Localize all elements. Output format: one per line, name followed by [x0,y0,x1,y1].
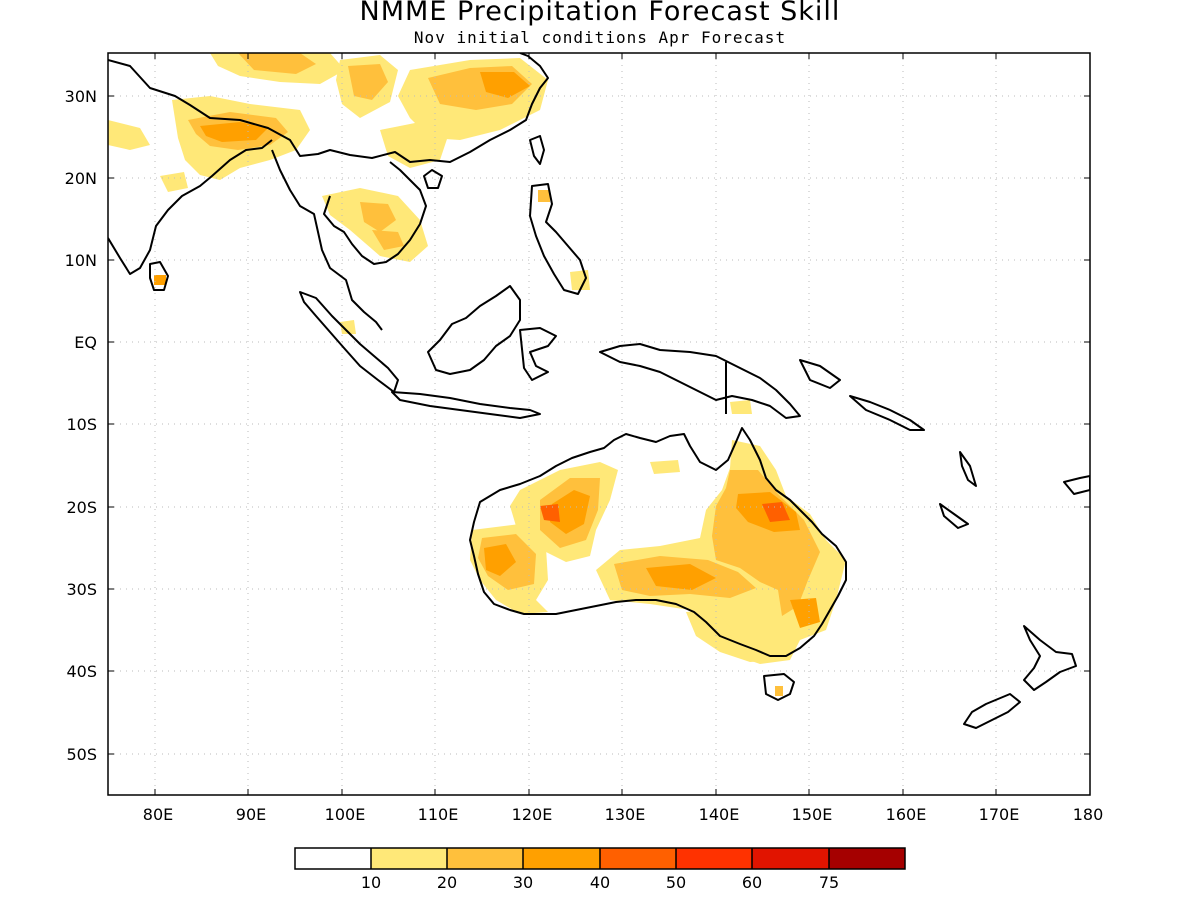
skill-shading [108,53,846,696]
lat-label-30n: 30N [65,87,97,106]
colorbar-swatch-3 [523,848,600,869]
figure-title: NMME Precipitation Forecast Skill [359,0,841,27]
coast-new-guinea [599,343,801,419]
lat-label-20s: 20S [66,498,97,517]
lon-label-160e: 160E [886,805,927,824]
colorbar-label-50: 50 [666,873,686,892]
coast-hainan [423,169,443,189]
coast-png-islands [799,359,841,389]
lat-label-50s: 50S [66,745,97,764]
colorbar-label-40: 40 [590,873,610,892]
figure-subtitle: Nov initial conditions Apr Forecast [413,28,787,47]
colorbar-swatch-1 [371,848,447,869]
colorbar-swatch-4 [600,848,676,869]
skill-region-aus-west-peak [484,544,516,576]
skill-region-aus-south [686,610,782,662]
coast-new-zealand-north [1023,625,1077,691]
skill-region-north-top-core [238,53,316,74]
lat-axis [108,95,1090,755]
coast-tasmania [763,673,795,701]
skill-region-tibet-peak [200,122,268,142]
colorbar-label-30: 30 [513,873,533,892]
coast-india [108,139,273,275]
lat-label-10n: 10N [65,251,97,270]
coast-fiji [1063,475,1090,495]
skill-region-aus-north [650,460,680,474]
colorbar-swatch-5 [676,848,752,869]
skill-region-tasmania [775,686,783,696]
colorbar: 10 20 30 40 50 60 75 [294,847,906,892]
coast-philippines [529,183,587,295]
skill-region-sri-lanka [154,275,166,285]
colorbar-swatch-0 [295,848,371,869]
skill-region-indochina-core [360,202,396,232]
lat-label-10s: 10S [66,415,97,434]
skill-region-china-south [380,122,450,168]
skill-region-png [730,400,752,414]
coast-vanuatu [959,451,977,487]
coast-taiwan [529,135,545,165]
lon-label-180: 180 [1073,805,1104,824]
lon-label-170e: 170E [979,805,1020,824]
coast-java [391,391,541,419]
coast-myanmar-peninsula [271,149,383,331]
skill-region-philippines [538,190,550,202]
lat-label-30s: 30S [66,580,97,599]
coast-solomons [849,395,925,431]
coast-new-caledonia [939,503,969,529]
colorbar-swatch-7 [829,848,905,869]
lon-axis [154,53,997,795]
skill-region-aus-kimberley-peak [550,490,590,534]
lat-label-20n: 20N [65,169,97,188]
lon-label-140e: 140E [699,805,740,824]
lon-label-150e: 150E [792,805,833,824]
lon-label-120e: 120E [512,805,553,824]
colorbar-label-75: 75 [819,873,839,892]
skill-region-west-india [108,120,150,150]
grid-lines [108,53,1090,795]
coast-sri-lanka [149,261,169,291]
colorbar-swatch-6 [752,848,829,869]
skill-region-aus-central-peak [646,564,716,590]
lon-label-100e: 100E [325,805,366,824]
colorbar-label-60: 60 [742,873,762,892]
coast-sumatra [299,291,399,393]
coast-asia-mainland [108,53,549,163]
lat-tick-labels: 30N 20N 10N EQ 10S 20S 30S 40S 50S [65,87,97,764]
lon-label-80e: 80E [143,805,173,824]
lat-label-eq: EQ [74,333,97,352]
coast-borneo [427,285,521,375]
lon-tick-labels: 80E 90E 100E 110E 120E 130E 140E 150E 16… [143,805,1104,824]
skill-region-china-east-peak [480,72,530,98]
skill-region-aus-kimberley-max [540,504,560,522]
lon-label-90e: 90E [236,805,266,824]
coast-sulawesi [519,327,557,381]
skill-region-mindanao [570,270,590,290]
skill-region-aus-nsw-peak [790,598,820,628]
skill-region-china-central-core [348,64,388,100]
lon-label-130e: 130E [605,805,646,824]
coastlines [108,53,1090,729]
colorbar-label-20: 20 [437,873,457,892]
skill-region-indochina-core2 [372,230,404,250]
colorbar-label-10: 10 [361,873,381,892]
skill-region-sumatra [340,320,356,334]
skill-region-india-east [160,172,188,192]
coast-indochina [323,161,427,265]
lat-label-40s: 40S [66,662,97,681]
coast-new-zealand-south [963,693,1021,729]
colorbar-swatch-2 [447,848,523,869]
coast-australia [469,427,847,657]
lon-label-110e: 110E [418,805,459,824]
